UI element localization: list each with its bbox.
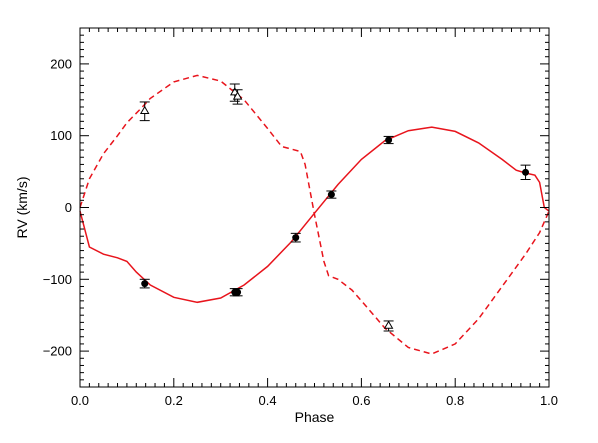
data-point-circle — [234, 288, 242, 296]
data-point-circle — [292, 234, 300, 242]
plot-axes: 0.0 0.2 0.4 0.6 0.8 1.0 −200 −100 0 100 200 — [43, 27, 558, 408]
y-tick-label: 100 — [50, 128, 72, 143]
model-curve-solid — [79, 126, 550, 304]
data-point-triangle — [232, 91, 243, 100]
y-axis-label: RV (km/s) — [14, 177, 30, 239]
data-point-circle — [522, 168, 530, 176]
x-axis-label: Phase — [295, 409, 335, 425]
data-point-triangle — [383, 320, 394, 329]
data-point-circle — [385, 136, 393, 144]
model-curves — [79, 74, 550, 355]
x-tick-label: 0.0 — [71, 393, 89, 408]
x-tick-label: 0.8 — [446, 393, 464, 408]
x-tick-label: 0.4 — [259, 393, 277, 408]
y-tick-label: 0 — [65, 200, 72, 215]
x-tick-label: 0.2 — [165, 393, 183, 408]
data-point-circle — [141, 280, 149, 288]
data-point-triangle — [139, 105, 150, 115]
y-tick-label: −100 — [43, 272, 72, 287]
model-curve-dashed — [79, 74, 550, 355]
y-tick-label: −200 — [43, 344, 72, 359]
y-tick-label: 200 — [50, 56, 72, 71]
x-tick-label: 1.0 — [540, 393, 558, 408]
plot-frame — [79, 27, 550, 388]
x-tick-label: 0.6 — [352, 393, 370, 408]
data-point-circle — [327, 191, 335, 199]
data-points — [139, 83, 531, 332]
